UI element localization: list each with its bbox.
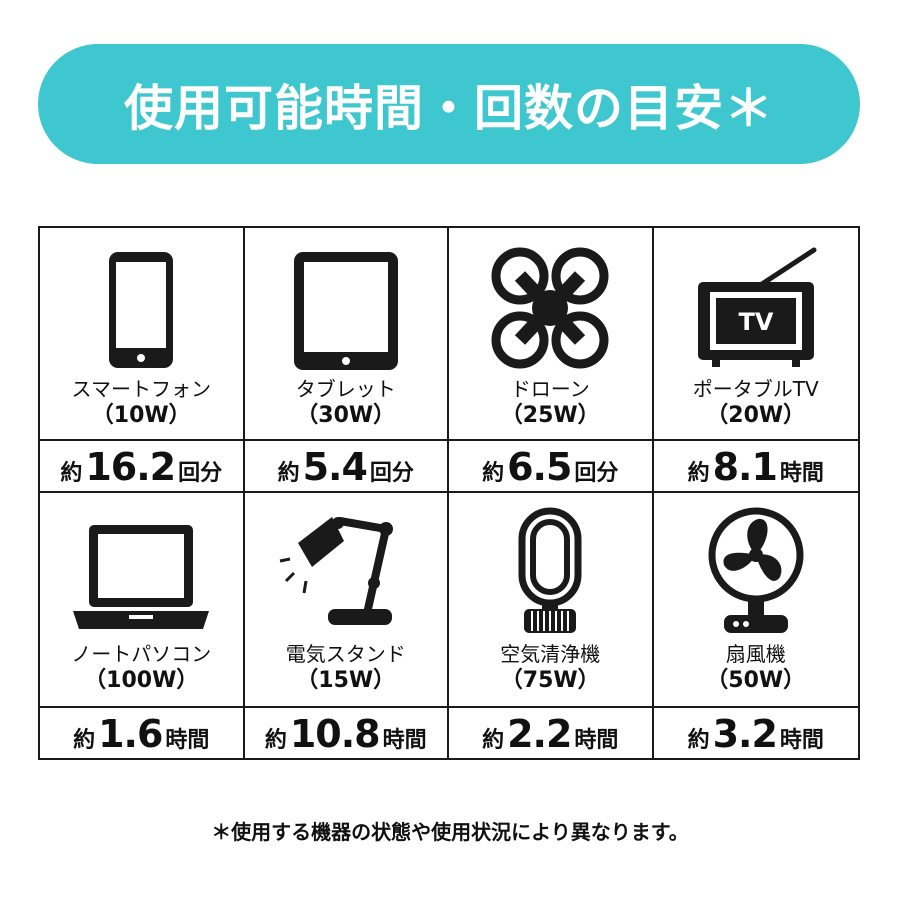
- device-card-drone: ドローン （25W） 約 6.5 回分: [449, 228, 654, 493]
- usage-value: 10.8: [289, 712, 381, 756]
- usage-unit: 回分: [178, 461, 223, 486]
- device-info: タブレット （30W）: [244, 228, 447, 441]
- device-wattage: （25W）: [500, 403, 600, 428]
- device-label: ドローン: [510, 377, 590, 401]
- usage-unit: 時間: [382, 728, 427, 753]
- footnote: ＊使用する機器の状態や使用状況により異なります。: [211, 820, 689, 844]
- usage-estimate: 約 8.1 時間: [654, 441, 859, 491]
- approx-label: 約: [687, 728, 710, 753]
- device-label: 空気清浄機: [500, 642, 601, 666]
- usage-value: 1.6: [98, 712, 163, 756]
- device-wattage: （15W）: [296, 668, 396, 693]
- usage-unit: 回分: [574, 461, 619, 486]
- device-label: タブレット: [295, 377, 396, 401]
- device-wattage: （30W）: [296, 403, 396, 428]
- device-label: ノートパソコン: [71, 642, 212, 666]
- device-card-desk-lamp: 電気スタンド （15W） 約 10.8 時間: [244, 493, 449, 758]
- title-banner: 使用可能時間・回数の目安＊: [38, 44, 860, 164]
- usage-value: 3.2: [712, 712, 778, 756]
- approx-label: 約: [60, 461, 83, 486]
- device-wattage: （75W）: [500, 668, 600, 693]
- usage-estimate: 約 2.2 時間: [449, 708, 652, 758]
- approx-label: 約: [264, 728, 287, 753]
- laptop-icon: [73, 525, 210, 629]
- device-label: スマートフォン: [71, 377, 211, 401]
- device-grid: スマートフォン （10W） 約 16.2 回分 タブレット （30W） 約 5.…: [38, 226, 860, 760]
- approx-label: 約: [277, 461, 300, 486]
- usage-unit: 時間: [779, 461, 824, 486]
- device-label: 電気スタンド: [285, 642, 406, 666]
- tablet-icon: [293, 252, 398, 370]
- smartphone-icon: [109, 252, 174, 368]
- usage-estimate: 約 16.2 回分: [40, 441, 243, 491]
- approx-label: 約: [73, 728, 96, 753]
- device-wattage: （10W）: [91, 403, 191, 428]
- approx-label: 約: [482, 461, 505, 486]
- drone-icon: [491, 247, 609, 369]
- desk-lamp-icon: [279, 517, 393, 625]
- device-info: TV ポータブルTV （20W）: [653, 228, 858, 441]
- usage-estimate: 約 3.2 時間: [654, 708, 859, 758]
- usage-value: 16.2: [85, 445, 176, 489]
- device-label: ポータブルTV: [692, 377, 819, 401]
- device-info: スマートフォン （10W）: [40, 228, 243, 441]
- device-info: 扇風機 （50W）: [653, 493, 858, 708]
- usage-estimate: 約 6.5 回分: [449, 441, 652, 491]
- device-info: ノートパソコン （100W）: [40, 493, 243, 708]
- device-wattage: （50W）: [706, 668, 806, 693]
- device-info: 空気清浄機 （75W）: [449, 493, 652, 708]
- approx-label: 約: [482, 728, 505, 753]
- device-card-portable-tv: TV ポータブルTV （20W） 約 8.1 時間: [653, 228, 859, 493]
- usage-value: 8.1: [712, 445, 778, 489]
- page-title: 使用可能時間・回数の目安＊: [123, 79, 774, 137]
- device-wattage: （100W）: [84, 668, 199, 693]
- usage-unit: 回分: [369, 461, 414, 486]
- usage-unit: 時間: [165, 728, 210, 753]
- device-card-electric-fan: 扇風機 （50W） 約 3.2 時間: [653, 493, 859, 758]
- approx-label: 約: [687, 461, 710, 486]
- usage-unit: 時間: [779, 728, 824, 753]
- device-info: 電気スタンド （15W）: [244, 493, 447, 708]
- device-info: ドローン （25W）: [449, 228, 652, 441]
- device-wattage: （20W）: [706, 403, 806, 428]
- usage-estimate: 約 1.6 時間: [40, 708, 243, 758]
- tv-screen-text: TV: [738, 308, 773, 336]
- usage-value: 6.5: [507, 445, 572, 489]
- device-card-smartphone: スマートフォン （10W） 約 16.2 回分: [40, 228, 245, 493]
- electric-fan-icon: [708, 507, 804, 633]
- device-label: 扇風機: [725, 642, 786, 666]
- device-card-laptop: ノートパソコン （100W） 約 1.6 時間: [40, 493, 245, 758]
- air-purifier-icon: [518, 507, 582, 633]
- device-card-air-purifier: 空気清浄機 （75W） 約 2.2 時間: [449, 493, 654, 758]
- usage-estimate: 約 5.4 回分: [245, 441, 448, 491]
- usage-value: 2.2: [507, 712, 572, 756]
- portable-tv-icon: TV: [697, 247, 817, 367]
- usage-unit: 時間: [574, 728, 619, 753]
- usage-estimate: 約 10.8 時間: [245, 708, 448, 758]
- usage-value: 5.4: [302, 445, 368, 489]
- device-card-tablet: タブレット （30W） 約 5.4 回分: [244, 228, 449, 493]
